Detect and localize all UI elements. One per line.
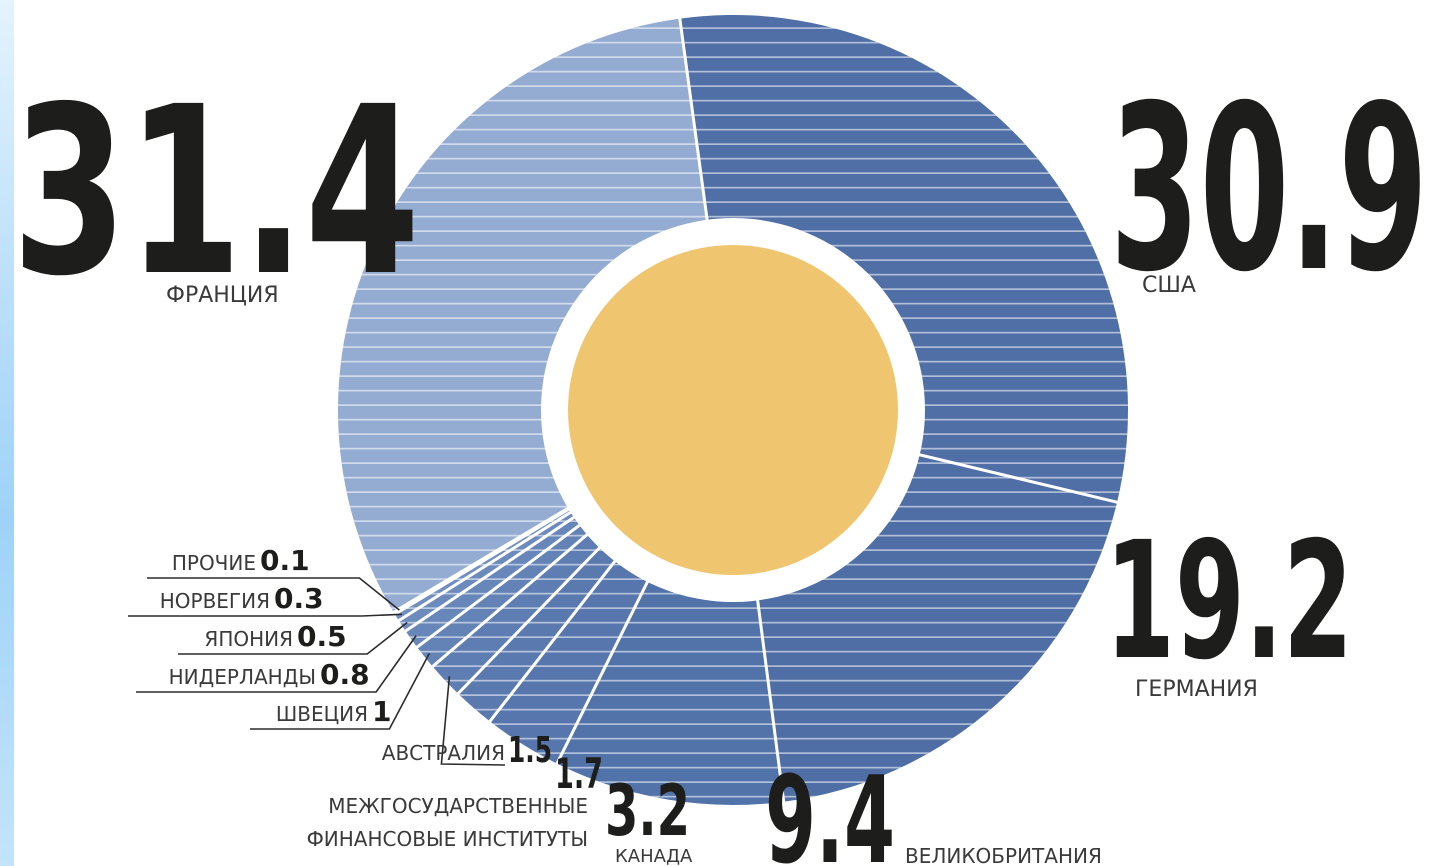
label-name-canada: КАНАДА bbox=[615, 846, 693, 866]
leader-5 bbox=[440, 676, 506, 766]
label-value-germany: 19.2 bbox=[1105, 508, 1353, 696]
label-name-usa: США bbox=[1142, 273, 1196, 298]
label-value-netherlands: 0.8 bbox=[320, 658, 370, 691]
center-circle bbox=[568, 245, 898, 575]
label-value-uk: 9.4 bbox=[765, 752, 895, 866]
label-name-france: ФРАНЦИЯ bbox=[166, 283, 279, 308]
label-value-usa: 30.9 bbox=[1110, 56, 1428, 322]
label-name-sweden: ШВЕЦИЯ bbox=[276, 702, 368, 726]
label-name-germany: ГЕРМАНИЯ bbox=[1135, 677, 1258, 702]
label-name-norway: НОРВЕГИЯ bbox=[160, 589, 270, 613]
label-value-australia: 1.5 bbox=[508, 730, 552, 771]
label-value-japan: 0.5 bbox=[297, 620, 347, 653]
leader-lines bbox=[128, 577, 506, 766]
leader-8 bbox=[178, 621, 408, 655]
label-name-netherlands: НИДЕРЛАНДЫ bbox=[169, 665, 316, 689]
leader-9 bbox=[128, 613, 402, 617]
leader-6 bbox=[250, 652, 431, 730]
leader-10 bbox=[147, 577, 400, 611]
label-name-ifi-line2: ФИНАНСОВЫЕ ИНСТИТУТЫ bbox=[307, 827, 588, 851]
label-name-australia: АВСТРАЛИЯ bbox=[382, 741, 505, 765]
label-value-france: 31.4 bbox=[12, 57, 420, 327]
label-name-uk: ВЕЛИКОБРИТАНИЯ bbox=[905, 844, 1102, 866]
label-value-norway: 0.3 bbox=[274, 582, 324, 615]
label-value-other: 0.1 bbox=[260, 544, 310, 577]
label-name-japan: ЯПОНИЯ bbox=[204, 627, 293, 651]
label-value-ifi: 1.7 bbox=[555, 749, 603, 798]
leader-7 bbox=[136, 635, 417, 693]
label-name-other: ПРОЧИЕ bbox=[172, 551, 256, 575]
label-value-sweden: 1 bbox=[372, 695, 391, 728]
label-value-canada: 3.2 bbox=[605, 770, 690, 852]
left-edge-gradient bbox=[0, 0, 14, 866]
label-name-ifi-line1: МЕЖГОСУДАРСТВЕННЫЕ bbox=[328, 794, 588, 818]
